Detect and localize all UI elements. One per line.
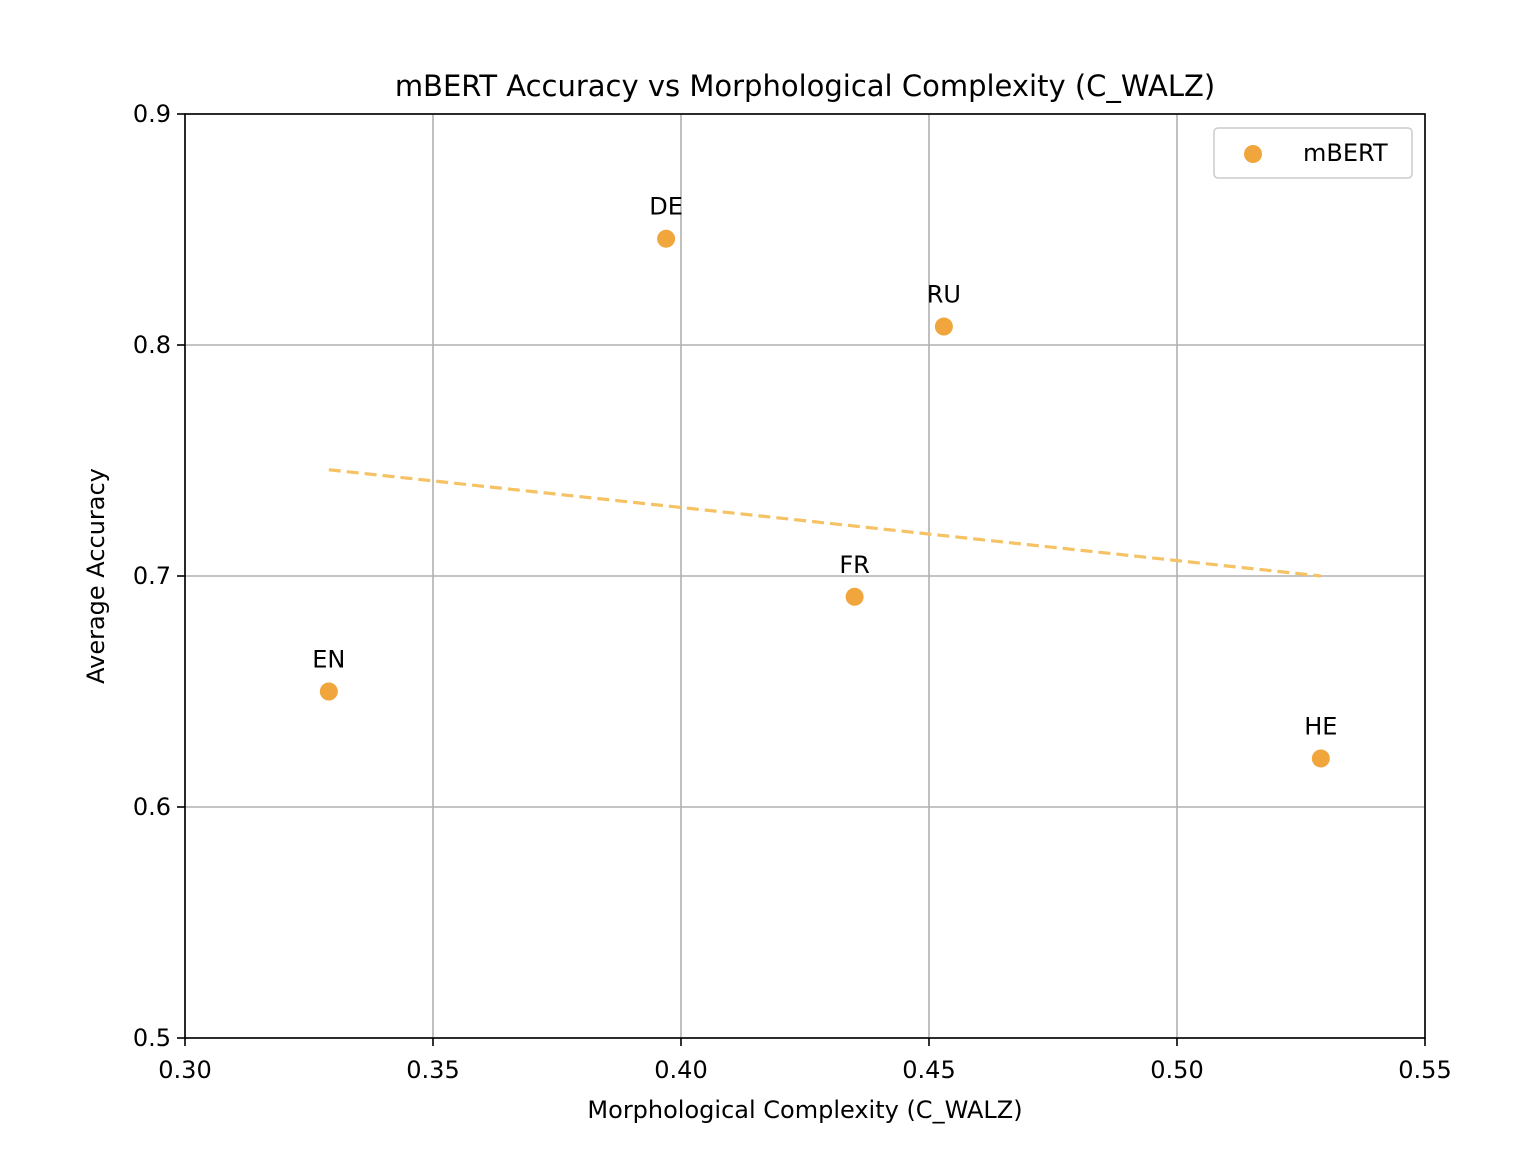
data-point-ru [934,317,953,336]
x-tick-label: 0.40 [654,1056,707,1084]
legend-box [1213,127,1413,179]
data-point-fr [845,587,864,606]
point-labels-layer: EN DE FR RU HE [312,193,1337,741]
y-tick-label: 0.8 [133,331,171,359]
y-tick-label: 0.9 [133,100,171,128]
x-tick-label: 0.50 [1150,1056,1203,1084]
x-axis-title: Morphological Complexity (C_WALZ) [587,1096,1022,1124]
data-point-de [657,229,676,248]
y-axis-title: Average Accuracy [82,468,110,684]
trendline [328,468,1322,578]
point-label-en: EN [312,646,345,674]
axis-ticks: 0.30 0.35 0.40 0.45 0.50 0.55 0.5 0.6 0.7 0.8 0.9 [133,100,1452,1084]
points-layer [319,229,1330,768]
point-label-ru: RU [927,281,961,309]
legend-label: mBERT [1303,139,1388,167]
x-tick-label: 0.35 [406,1056,459,1084]
legend: mBERT [1213,127,1413,179]
trendline-layer [328,468,1322,578]
x-tick-label: 0.45 [902,1056,955,1084]
x-tick-label: 0.30 [158,1056,211,1084]
y-tick-label: 0.6 [133,793,171,821]
chart-title: mBERT Accuracy vs Morphological Complexi… [395,69,1215,103]
data-point-en [319,682,338,701]
y-tick-label: 0.5 [133,1024,171,1052]
point-label-fr: FR [839,551,869,579]
x-tick-label: 0.55 [1398,1056,1451,1084]
data-point-he [1311,749,1330,768]
point-label-de: DE [649,193,683,221]
point-label-he: HE [1304,712,1337,740]
y-tick-label: 0.7 [133,562,171,590]
legend-marker [1244,145,1262,163]
